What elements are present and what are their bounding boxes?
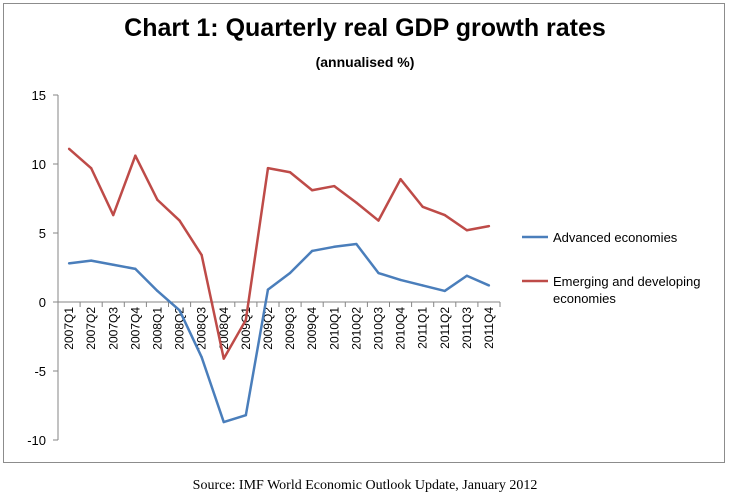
series-line-emerging xyxy=(68,147,490,360)
x-tick-label: 2011Q3 xyxy=(460,307,474,349)
series-lines xyxy=(67,147,491,424)
data-point xyxy=(399,278,402,282)
data-point xyxy=(244,413,248,417)
chart-title: Chart 1: Quarterly real GDP growth rates xyxy=(124,14,606,42)
data-point xyxy=(333,184,336,188)
data-point xyxy=(421,205,424,208)
data-point xyxy=(222,420,225,424)
x-tick-label: 2007Q1 xyxy=(62,307,76,350)
x-tick-label: 2007Q2 xyxy=(84,307,98,350)
data-point xyxy=(156,289,159,293)
data-point xyxy=(355,201,358,204)
data-point xyxy=(443,213,446,217)
x-tick-label: 2011Q4 xyxy=(482,307,496,349)
data-point xyxy=(310,249,314,253)
data-point xyxy=(178,309,181,312)
data-point xyxy=(377,271,380,275)
data-point xyxy=(266,288,270,291)
x-tick-label: 2010Q3 xyxy=(371,307,385,350)
data-point xyxy=(288,171,292,174)
legend-label-advanced: Advanced economies xyxy=(553,230,678,245)
chart-frame xyxy=(3,3,725,463)
y-ticks: 15 10 5 0 -5 -10 xyxy=(27,88,58,448)
line-chart: 15 10 5 0 -5 -10 2007Q1 2007Q2 2007Q3 2007Q4 2008… xyxy=(27,88,700,448)
data-point xyxy=(112,213,115,217)
legend-label-emerging: Emerging and developing xyxy=(553,274,700,289)
x-tick-label: 2008Q4 xyxy=(217,307,231,350)
legend-label-emerging: economies xyxy=(553,291,616,306)
data-point xyxy=(465,229,469,232)
x-tick-label: 2009Q3 xyxy=(283,307,297,350)
data-point xyxy=(67,262,71,265)
data-point xyxy=(178,219,181,222)
data-point xyxy=(443,289,446,293)
data-point xyxy=(244,318,248,322)
x-tick-label: 2011Q1 xyxy=(416,307,430,349)
data-point xyxy=(67,147,71,151)
data-point xyxy=(465,274,469,277)
data-point xyxy=(266,166,270,170)
data-point xyxy=(399,177,402,181)
data-point xyxy=(487,284,491,287)
y-tick-label: 15 xyxy=(32,88,46,103)
x-tick-label: 2010Q4 xyxy=(394,307,408,350)
series-line-advanced xyxy=(68,242,490,424)
data-point xyxy=(112,263,115,266)
x-tick-label: 2009Q4 xyxy=(305,307,319,350)
data-point xyxy=(89,166,93,170)
x-tick-label: 2009Q2 xyxy=(261,307,275,350)
data-point xyxy=(355,242,358,246)
data-point xyxy=(421,284,424,287)
data-point xyxy=(134,154,137,157)
x-tick-label: 2007Q3 xyxy=(106,307,120,350)
x-tick-label: 2010Q1 xyxy=(327,307,341,350)
y-tick-label: -5 xyxy=(34,364,46,379)
y-tick-label: 0 xyxy=(39,295,46,310)
x-tick-label: 2011Q2 xyxy=(438,307,452,349)
x-ticks: 2007Q1 2007Q2 2007Q3 2007Q4 2008Q1 2008Q2 2008… xyxy=(57,302,501,350)
data-point xyxy=(134,267,137,271)
data-point xyxy=(310,189,314,192)
legend: Advanced economies Emerging and developin… xyxy=(522,230,700,306)
data-point xyxy=(333,245,336,248)
data-point xyxy=(222,357,225,360)
x-tick-label: 2010Q2 xyxy=(349,307,363,350)
data-point xyxy=(487,224,491,228)
y-tick-label: 5 xyxy=(39,226,46,241)
x-tick-label: 2008Q1 xyxy=(150,307,164,350)
data-point xyxy=(89,259,93,262)
y-tick-label: -10 xyxy=(27,433,46,448)
data-point xyxy=(377,219,380,222)
y-tick-label: 10 xyxy=(32,157,46,172)
data-point xyxy=(288,271,292,275)
x-tick-label: 2008Q3 xyxy=(195,307,209,350)
chart-subtitle: (annualised %) xyxy=(315,54,415,70)
data-point xyxy=(200,356,203,359)
data-point xyxy=(156,198,159,202)
x-tick-label: 2009Q1 xyxy=(239,307,253,350)
data-point xyxy=(200,253,203,257)
x-tick-label: 2007Q4 xyxy=(128,307,142,350)
source-note: Source: IMF World Economic Outlook Updat… xyxy=(192,478,538,493)
